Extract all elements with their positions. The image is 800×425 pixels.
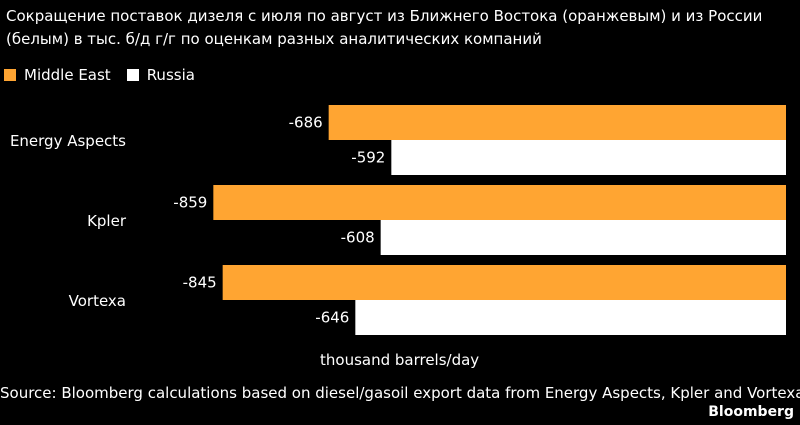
bar-middle-east-2 bbox=[222, 265, 786, 300]
source-note: Source: Bloomberg calculations based on … bbox=[0, 384, 800, 402]
legend-item-russia: Russia bbox=[126, 66, 195, 84]
data-label-russia-0: -592 bbox=[351, 149, 385, 167]
bar-middle-east-1 bbox=[213, 185, 787, 220]
legend-swatch-middle-east bbox=[4, 69, 16, 81]
category-label-1: Kpler bbox=[87, 212, 127, 230]
legend-label-middle-east: Middle East bbox=[24, 66, 111, 84]
bar-middle-east-0 bbox=[328, 105, 786, 140]
bar-russia-1 bbox=[380, 220, 786, 255]
bar-russia-0 bbox=[391, 140, 786, 175]
category-label-2: Vortexa bbox=[69, 292, 126, 310]
data-label-russia-1: -608 bbox=[341, 229, 375, 247]
bar-chart: Energy Aspects -686 -592 Kpler -859 -608 Vorte… bbox=[10, 105, 787, 335]
x-axis-label: thousand barrels/day bbox=[320, 351, 480, 369]
data-label-middle-east-1: -859 bbox=[173, 194, 207, 212]
legend-label-russia: Russia bbox=[146, 66, 195, 84]
category-label-0: Energy Aspects bbox=[10, 132, 126, 150]
bloomberg-logo: Bloomberg bbox=[708, 404, 794, 420]
data-label-middle-east-0: -686 bbox=[289, 114, 323, 132]
legend-item-middle-east: Middle East bbox=[0, 66, 111, 84]
legend-swatch-russia bbox=[126, 69, 139, 81]
bar-russia-2 bbox=[355, 300, 786, 335]
data-label-russia-2: -646 bbox=[315, 309, 349, 327]
chart-title: Сокращение поставок дизеля с июля по авг… bbox=[6, 7, 763, 48]
data-label-middle-east-2: -845 bbox=[183, 274, 217, 292]
legend: Middle East Russia bbox=[0, 65, 211, 85]
